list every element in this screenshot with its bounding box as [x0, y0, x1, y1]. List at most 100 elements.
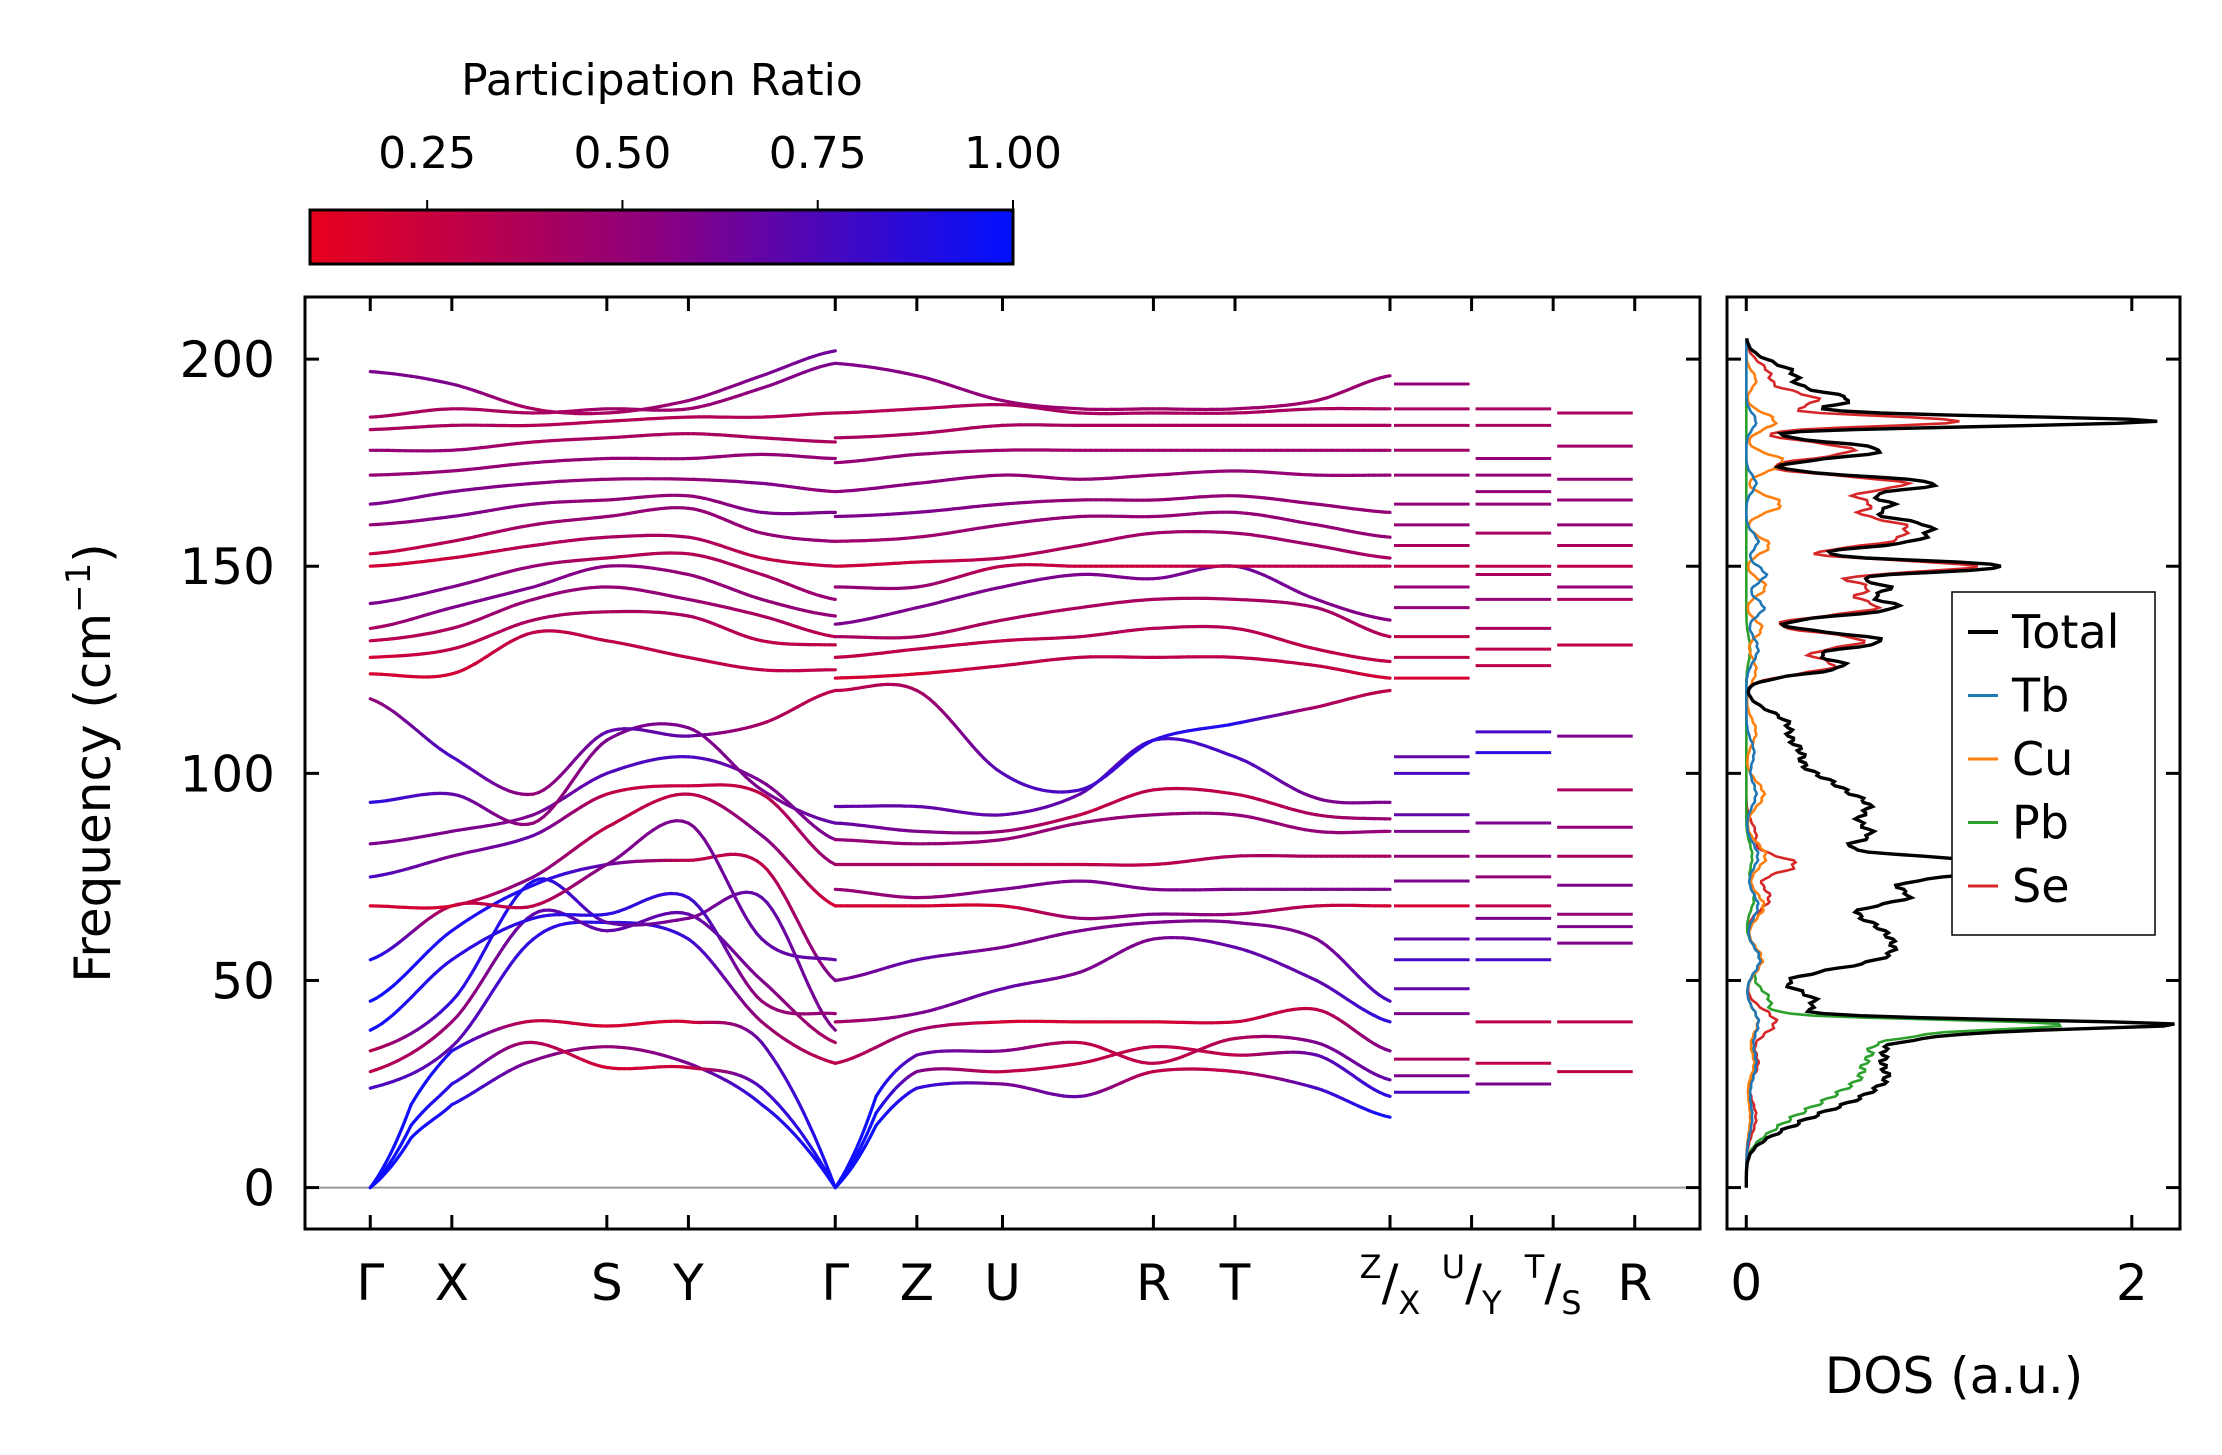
band-segment	[1383, 688, 1392, 693]
band-segment	[496, 944, 506, 957]
band-segment	[812, 995, 822, 1010]
band-segment	[502, 935, 512, 948]
phonon-band	[833, 423, 1392, 440]
band-segment	[1383, 1047, 1392, 1053]
band-segment	[712, 855, 722, 869]
band-segment	[485, 962, 495, 975]
band-segment	[781, 891, 790, 905]
band-segment	[723, 945, 733, 959]
band-segment	[508, 895, 518, 908]
band-segment	[1383, 996, 1392, 1003]
band-segment	[796, 1100, 806, 1115]
band-segment	[1383, 675, 1392, 680]
phonon-band	[368, 493, 837, 527]
band-segment	[802, 931, 811, 945]
band-segment	[807, 984, 816, 1000]
band-segment	[1383, 659, 1392, 664]
band-segment	[702, 837, 712, 850]
band-segment	[807, 941, 816, 955]
band-segment	[828, 1022, 837, 1032]
colorbar-tick-label: 0.25	[378, 128, 476, 179]
phonon-band	[833, 682, 1392, 794]
phonon-band	[833, 1067, 1392, 1190]
band-segment	[728, 886, 738, 900]
phonon-band	[368, 783, 837, 879]
phonon-band	[833, 919, 1392, 1003]
band-segment	[461, 975, 471, 988]
band-segment	[828, 1038, 837, 1045]
band-segment	[828, 349, 837, 354]
band-segment	[775, 916, 785, 930]
band-segment	[733, 964, 743, 977]
phonon-band	[833, 1006, 1392, 1065]
phonon-band	[368, 432, 837, 453]
phonon-band	[833, 811, 1392, 846]
band-segment	[775, 882, 785, 895]
band-segment	[456, 984, 466, 997]
phonon-band	[833, 903, 1392, 921]
phonon-band	[368, 506, 837, 556]
phonon-band	[368, 564, 837, 631]
phonon-band	[833, 361, 1392, 412]
band-segment	[781, 1072, 790, 1085]
band-segment	[467, 990, 477, 1003]
band-segment	[1383, 1076, 1392, 1082]
phonon-band	[368, 585, 837, 643]
band-segment	[796, 960, 806, 977]
band-segment	[786, 900, 795, 915]
band-segment	[1383, 633, 1392, 639]
phonon-band	[368, 891, 837, 1032]
band-segment	[473, 980, 483, 994]
band-segment	[812, 1134, 822, 1150]
phonon-band	[368, 629, 837, 679]
band-segment	[707, 845, 717, 859]
band-segment	[491, 953, 501, 966]
phonon-band	[368, 411, 837, 432]
band-segment	[1383, 1114, 1392, 1119]
band-segment	[1383, 1018, 1392, 1024]
phonon-band	[368, 1019, 837, 1190]
band-segment	[733, 896, 743, 910]
band-segment	[485, 989, 495, 1003]
band-segment	[823, 1159, 832, 1176]
band-segment	[817, 1146, 827, 1163]
phonon-band	[833, 1034, 1392, 1190]
band-segment	[828, 613, 837, 618]
colorbar-tick-label: 1.00	[964, 128, 1062, 179]
band-segment	[807, 1122, 816, 1138]
colorbar-title: Participation Ratio	[461, 55, 863, 106]
phonon-band	[368, 361, 837, 419]
band-segment	[817, 1158, 827, 1171]
phonon-band	[368, 452, 837, 477]
band-segment	[786, 1081, 795, 1094]
band-segment	[812, 1150, 822, 1163]
band-segment	[791, 1090, 801, 1105]
band-segment	[467, 965, 477, 979]
band-segment	[781, 926, 790, 941]
band-segment	[467, 1016, 477, 1029]
band-segment	[491, 980, 501, 993]
band-segment	[502, 963, 512, 976]
phonon-band	[368, 688, 837, 797]
band-segment	[823, 1167, 832, 1180]
phonon-band	[833, 563, 1392, 591]
band-segment	[770, 908, 780, 920]
phonon-band	[833, 448, 1392, 465]
phonon-band	[368, 551, 837, 606]
band-segment	[828, 1172, 837, 1190]
phonon-band	[833, 655, 1392, 680]
phonon-band	[368, 609, 837, 660]
band-segment	[707, 919, 717, 932]
phonon-band	[833, 564, 1392, 626]
band-segment	[786, 937, 795, 953]
phonon-band	[833, 1044, 1392, 1190]
phonon-band	[833, 935, 1392, 1024]
band-segment	[718, 936, 727, 950]
colorbar-tick-label: 0.50	[573, 128, 671, 179]
band-segment	[791, 910, 801, 925]
phonon-band	[833, 596, 1392, 640]
phonon-band	[368, 792, 837, 910]
band-segment	[775, 1063, 785, 1076]
